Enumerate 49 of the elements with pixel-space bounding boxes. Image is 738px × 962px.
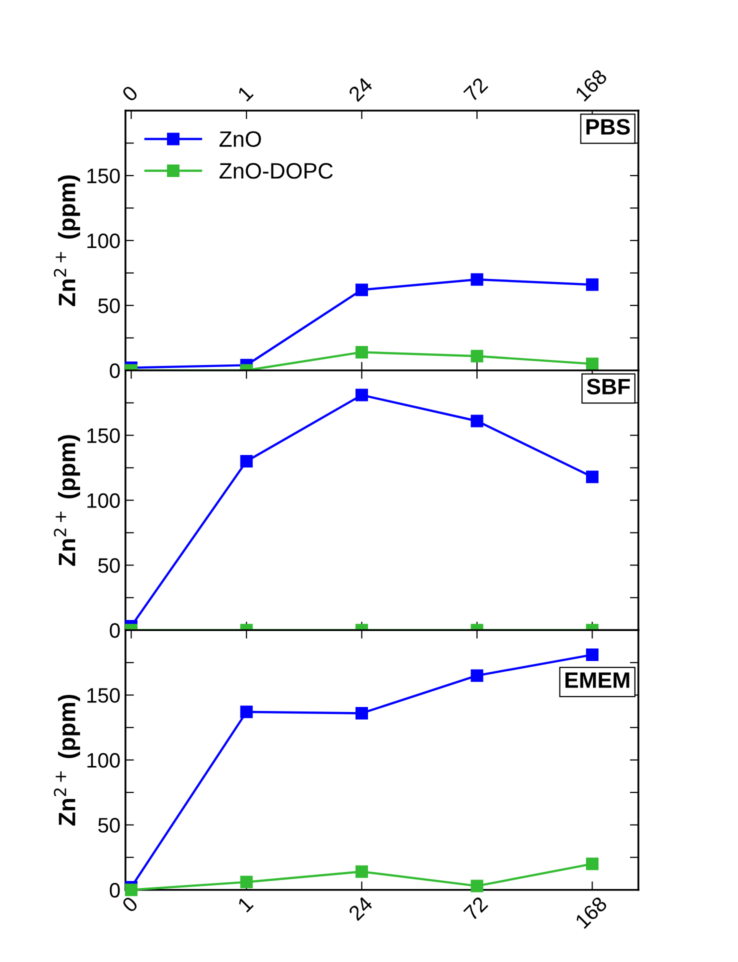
y-tick-label: 150 <box>87 168 120 184</box>
y-tick-label: 50 <box>98 818 120 833</box>
y-tick-label: 0 <box>110 363 120 378</box>
x-tick-label: 24 <box>348 896 374 922</box>
y-tick-label: 100 <box>87 234 120 248</box>
point <box>586 858 599 870</box>
y-tick-label: 150 <box>87 428 120 444</box>
x-tick-label: 1 <box>237 85 254 102</box>
point <box>586 648 599 662</box>
point <box>355 284 368 296</box>
x-tick-label: 1 <box>237 896 254 912</box>
y-tick-label: 50 <box>98 558 120 573</box>
annotation: EMEM <box>565 672 630 688</box>
y-tick-label: 150 <box>87 688 120 703</box>
point <box>586 278 599 291</box>
point <box>470 350 484 362</box>
point <box>240 706 253 718</box>
y-tick-label: 100 <box>87 493 120 508</box>
point <box>124 884 138 896</box>
x-tick-label: 0 <box>121 84 139 102</box>
point <box>470 669 484 682</box>
point <box>586 358 599 370</box>
x-tick-label: 72 <box>463 896 488 922</box>
x-tick-label: 72 <box>463 76 488 102</box>
legend-label: ZnO-DOPC <box>220 163 333 179</box>
point <box>240 455 253 468</box>
y-axis-title: Zn$^{2+}$ (ppm) <box>54 435 80 566</box>
annotation: PBS <box>586 119 630 135</box>
y-axis-title: Zn$^{2+}$ (ppm) <box>54 694 80 826</box>
point <box>586 470 599 484</box>
y-tick-label: 50 <box>98 298 120 314</box>
x-tick-label: 168 <box>574 68 608 102</box>
point <box>470 880 484 892</box>
x-tick-label: 0 <box>121 896 139 914</box>
y-tick-label: 100 <box>87 752 120 768</box>
point <box>470 273 484 286</box>
point <box>470 414 484 428</box>
x-tick-label: 168 <box>574 896 608 929</box>
y-tick-label: 0 <box>110 623 120 638</box>
y-axis-title: Zn$^{2+}$ (ppm) <box>54 175 80 306</box>
point <box>355 346 368 358</box>
point <box>355 388 368 402</box>
x-tick-label: 24 <box>348 76 374 102</box>
y-tick-label: 0 <box>110 882 120 898</box>
annotation: SBF <box>586 378 630 394</box>
point <box>355 706 368 720</box>
point <box>355 865 368 878</box>
legend-label: ZnO <box>220 131 261 147</box>
point <box>240 876 253 888</box>
